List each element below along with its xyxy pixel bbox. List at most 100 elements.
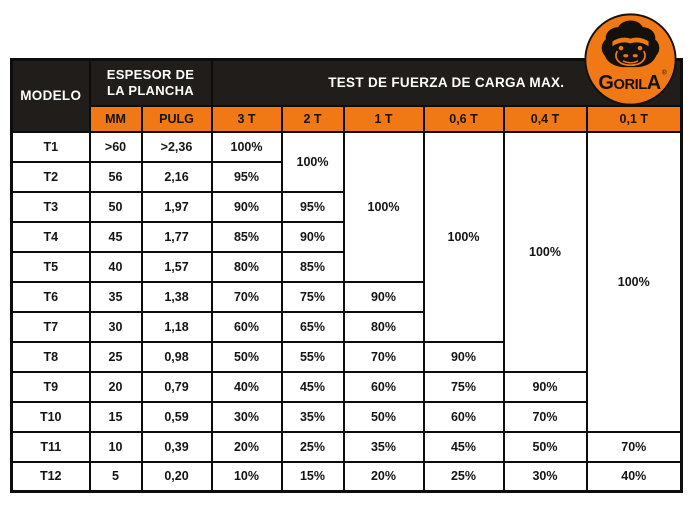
value-cell: 25 — [88, 340, 143, 373]
value-cell: 35% — [342, 430, 425, 463]
value-cell: 10% — [210, 460, 283, 493]
table-row: T9 20 0,79 40% 45% 60% 75% 90% — [10, 370, 682, 403]
value-cell: 45% — [280, 370, 345, 403]
load-test-table: MODELO ESPESOR DE LA PLANCHA TEST DE FUE… — [10, 58, 684, 493]
value-cell: 40% — [210, 370, 283, 403]
value-cell: 100% — [342, 130, 425, 283]
value-cell: 100% — [585, 130, 683, 433]
table-row: T5 40 1,57 80% 85% — [10, 250, 682, 283]
value-cell: 15 — [88, 400, 143, 433]
header-row-main: MODELO ESPESOR DE LA PLANCHA TEST DE FUE… — [10, 58, 683, 133]
model-cell: T5 — [10, 250, 91, 283]
value-cell: 50% — [210, 340, 283, 373]
value-cell: 50% — [342, 400, 425, 433]
value-cell: 100% — [280, 130, 345, 193]
subheader-0-6t: 0,6 T — [422, 104, 505, 133]
value-cell: 90% — [502, 370, 588, 403]
value-cell: 10 — [88, 430, 143, 463]
value-cell: 85% — [210, 220, 283, 253]
value-cell: 65% — [280, 310, 345, 343]
value-cell: 75% — [280, 280, 345, 313]
table-row: T6 35 1,38 70% 75% 90% — [10, 280, 682, 313]
value-cell: 95% — [280, 190, 345, 223]
espesor-line1: ESPESOR DE — [106, 67, 195, 83]
value-cell: 90% — [342, 280, 425, 313]
table-row: T11 10 0,39 20% 25% 35% 45% 50% 70% — [10, 430, 683, 463]
model-cell: T3 — [10, 190, 91, 223]
model-cell: T2 — [10, 160, 91, 193]
value-cell: >2,36 — [140, 130, 213, 163]
value-cell: 25% — [422, 460, 505, 493]
value-cell: 45 — [88, 220, 143, 253]
value-cell: 1,77 — [140, 220, 213, 253]
value-cell: 80% — [210, 250, 283, 283]
value-cell: 20 — [88, 370, 143, 403]
table-row: T2 56 2,16 95% — [10, 160, 682, 193]
table-row: T7 30 1,18 60% 65% 80% — [10, 310, 682, 343]
registered-mark: ® — [662, 69, 667, 77]
gorila-logo-svg: GORILA ® — [584, 13, 677, 106]
value-cell: 90% — [280, 220, 345, 253]
table-row: T4 45 1,77 85% 90% — [10, 220, 682, 253]
espesor-line2: LA PLANCHA — [106, 82, 194, 98]
model-cell: T12 — [10, 460, 91, 493]
value-cell: 80% — [342, 310, 425, 343]
model-cell: T8 — [10, 340, 91, 373]
value-cell: 70% — [342, 340, 425, 373]
value-cell: 0,79 — [140, 370, 213, 403]
value-cell: 40% — [585, 460, 683, 493]
value-cell: 100% — [422, 130, 505, 343]
subheader-pulg: PULG — [140, 104, 213, 133]
value-cell: 20% — [210, 430, 283, 463]
value-cell: 20% — [342, 460, 425, 493]
value-cell: 1,18 — [140, 310, 213, 343]
value-cell: 1,97 — [140, 190, 213, 223]
value-cell: 30% — [502, 460, 588, 493]
model-cell: T6 — [10, 280, 91, 313]
value-cell: 90% — [210, 190, 283, 223]
value-cell: 0,59 — [140, 400, 213, 433]
model-cell: T11 — [10, 430, 91, 463]
value-cell: 1,38 — [140, 280, 213, 313]
model-cell: T9 — [10, 370, 91, 403]
value-cell: 70% — [502, 400, 588, 433]
gorilla-face-icon — [601, 20, 660, 68]
value-cell: 25% — [280, 430, 345, 463]
value-cell: 100% — [502, 130, 588, 373]
table-row: T12 5 0,20 10% 15% 20% 25% 30% 40% — [10, 460, 683, 493]
table-header: MODELO ESPESOR DE LA PLANCHA TEST DE FUE… — [10, 58, 683, 133]
value-cell: 50% — [502, 430, 588, 463]
table-row: T10 15 0,59 30% 35% 50% 60% 70% — [10, 400, 682, 433]
column-header-modelo: MODELO — [10, 58, 91, 133]
value-cell: 60% — [422, 400, 505, 433]
subheader-2t: 2 T — [280, 104, 345, 133]
value-cell: 0,98 — [140, 340, 213, 373]
value-cell: 45% — [422, 430, 505, 463]
value-cell: 0,20 — [140, 460, 213, 493]
value-cell: 35% — [280, 400, 345, 433]
subheader-0-4t: 0,4 T — [502, 104, 588, 133]
value-cell: >60 — [88, 130, 143, 163]
subheader-0-1t: 0,1 T — [585, 104, 683, 133]
value-cell: 5 — [88, 460, 143, 493]
value-cell: 0,39 — [140, 430, 213, 463]
value-cell: 30 — [88, 310, 143, 343]
value-cell: 40 — [88, 250, 143, 283]
table-row: T3 50 1,97 90% 95% — [10, 190, 682, 223]
subheader-mm: MM — [88, 104, 143, 133]
model-cell: T7 — [10, 310, 91, 343]
gorila-logo: GORILA ® — [583, 12, 678, 107]
value-cell: 100% — [210, 130, 283, 163]
value-cell: 60% — [342, 370, 425, 403]
value-cell: 95% — [210, 160, 283, 193]
model-cell: T4 — [10, 220, 91, 253]
table-row: T1 >60 >2,36 100% 100% 100% 100% 100% 100% — [10, 130, 683, 433]
value-cell: 15% — [280, 460, 345, 493]
value-cell: 60% — [210, 310, 283, 343]
value-cell: 75% — [422, 370, 505, 403]
value-cell: 35 — [88, 280, 143, 313]
value-cell: 70% — [585, 430, 683, 463]
value-cell: 85% — [280, 250, 345, 283]
logo-wordmark: GORILA — [598, 72, 660, 94]
